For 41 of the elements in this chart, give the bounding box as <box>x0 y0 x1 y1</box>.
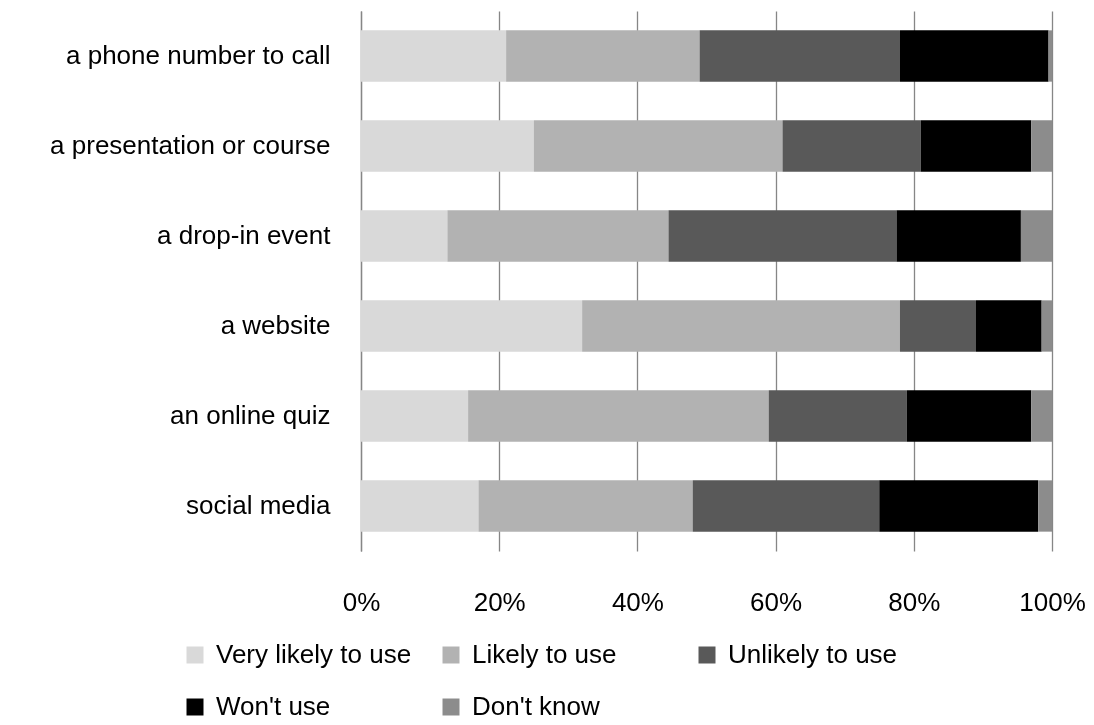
bar <box>478 480 693 532</box>
x-tick-label: 40% <box>611 586 664 617</box>
y-tick-label: a presentation or course <box>50 130 331 160</box>
bar <box>692 480 880 532</box>
legend-label: Won't use <box>216 691 331 721</box>
bar <box>361 30 507 82</box>
bar <box>975 300 1042 352</box>
x-tick-label: 60% <box>750 586 803 617</box>
bar <box>361 210 448 262</box>
bar <box>582 300 900 352</box>
y-tick-label: a website <box>220 310 331 340</box>
bar <box>533 120 783 172</box>
x-tick-label: 20% <box>473 586 526 617</box>
y-tick-label: a drop-in event <box>157 220 332 250</box>
bar <box>668 210 897 262</box>
bar <box>899 300 976 352</box>
bar <box>447 210 669 262</box>
bar <box>896 210 1021 262</box>
y-tick-label: a phone number to call <box>65 40 331 70</box>
x-tick-label: 0% <box>342 586 381 617</box>
bar <box>920 120 1032 172</box>
bar <box>468 390 769 442</box>
legend-label: Likely to use <box>472 639 617 669</box>
legend-label: Don't know <box>472 691 601 721</box>
bar <box>361 120 534 172</box>
bar <box>906 390 1032 442</box>
bar <box>899 30 1049 82</box>
bar <box>361 480 479 532</box>
x-tick-label: 80% <box>888 586 941 617</box>
bar <box>699 30 900 82</box>
bar <box>361 390 469 442</box>
bar <box>879 480 1039 532</box>
bar <box>782 120 921 172</box>
y-tick-label: an online quiz <box>170 400 331 430</box>
legend-label: Very likely to use <box>216 639 412 669</box>
bar <box>361 300 583 352</box>
x-tick-label: 100% <box>1019 586 1086 617</box>
bar <box>768 390 907 442</box>
y-tick-label: social media <box>185 490 332 520</box>
legend-label: Unlikely to use <box>728 639 898 669</box>
bar <box>506 30 700 82</box>
